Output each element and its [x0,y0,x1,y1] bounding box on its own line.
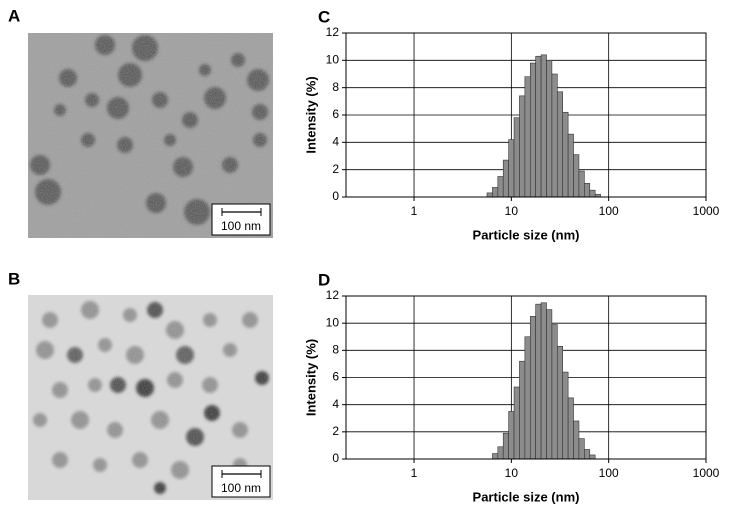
bar [567,397,574,460]
bar [513,386,520,460]
bar [535,55,542,198]
bar [519,95,526,198]
x-tick-label: 10 [505,466,519,480]
plot-frame [345,295,707,460]
bar [535,303,542,460]
panel-label: A [8,6,20,25]
y-tick-label: 0 [332,189,339,203]
bar [551,73,558,198]
y-tick-label: 8 [332,343,339,357]
chart: D 0 2 4 6 8 10 12 1 10 100 1000 Particle size (nm) In… [303,270,719,504]
y-axis-title: Intensity (%) [303,339,318,416]
y-tick-label: 10 [326,315,340,329]
y-tick-label: 10 [326,53,340,67]
bar [486,192,493,198]
bar [546,309,553,460]
bar [562,371,569,460]
y-tick-label: 2 [332,424,339,438]
bar [573,154,580,198]
y-tick-label: 6 [332,370,339,384]
x-tick-label: 10 [505,204,519,218]
bar [573,420,580,460]
x-tick-label: 1 [411,204,418,218]
bar [557,91,564,198]
bar [492,453,499,460]
bar [529,62,536,198]
bar [578,170,585,198]
bar [546,60,553,198]
bar [584,183,591,198]
y-tick-label: 4 [332,397,339,411]
bar [584,449,591,460]
bar [519,360,526,460]
bar [524,336,531,460]
y-tick-label: 8 [332,80,339,94]
x-tick-label: 1 [411,466,418,480]
y-tick-label: 4 [332,135,339,149]
scale-bar-label: 100 nm [221,219,261,233]
bar [557,345,564,460]
panel-label: B [8,269,20,288]
bar [502,159,509,198]
bar [492,187,499,198]
tem-image-a: 100 nm [28,33,273,238]
x-tick-label: 1000 [693,204,720,218]
bar [497,446,504,460]
y-tick-label: 0 [332,451,339,465]
bar [497,176,504,198]
chart: C 0 2 4 6 8 10 12 1 10 100 1000 Particle size (nm) In… [303,7,719,242]
y-tick-label: 12 [326,288,340,302]
bar [529,316,536,460]
x-axis-title: Particle size (nm) [473,227,580,242]
bar [578,438,585,460]
x-axis-title: Particle size (nm) [473,489,580,504]
x-tick-label: 100 [599,466,619,480]
panel-label: C [318,7,330,26]
y-axis-title: Intensity (%) [303,76,318,153]
bar [589,454,596,460]
bar [562,111,569,198]
plot-frame [345,32,707,198]
bar [524,76,531,198]
bar [540,54,547,198]
scale-bar-label: 100 nm [221,481,261,495]
bar [589,189,596,198]
bar [540,302,547,460]
x-tick-label: 1000 [693,466,720,480]
panel-label: D [318,270,330,289]
bar [502,432,509,460]
y-tick-label: 2 [332,162,339,176]
bar [508,139,515,198]
bar [551,324,558,460]
y-tick-label: 12 [326,25,340,39]
bar [513,117,520,198]
y-tick-label: 6 [332,107,339,121]
tem-image-b: 100 nm [28,295,273,500]
x-tick-label: 100 [599,204,619,218]
bar [567,133,574,198]
bar [508,411,515,460]
